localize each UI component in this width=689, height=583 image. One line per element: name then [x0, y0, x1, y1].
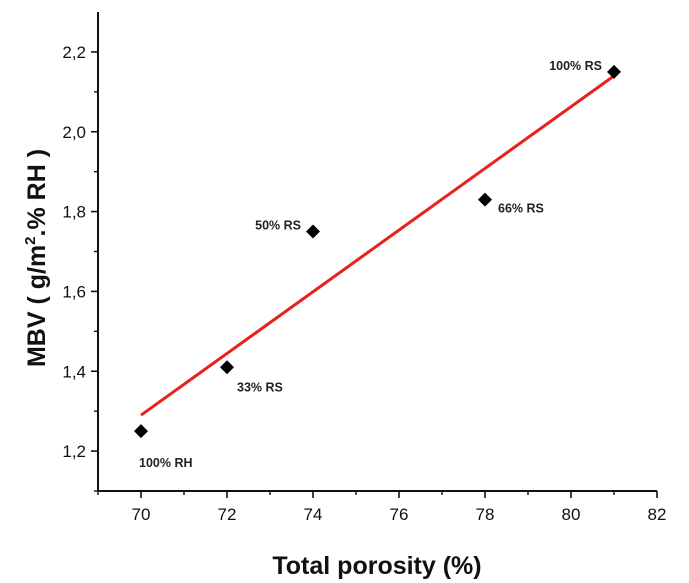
y-axis-title-rest: .% RH ): [23, 149, 51, 237]
points-group: [134, 64, 621, 439]
data-point-marker: [478, 192, 492, 207]
y-axis-title-superscript: 2: [22, 236, 39, 244]
fit-line-group: [140, 74, 615, 417]
data-point-marker: [220, 360, 234, 375]
data-point-marker: [134, 424, 148, 439]
x-tick-label: 74: [304, 505, 323, 524]
data-point-marker: [306, 224, 320, 239]
y-tick-label: 1,8: [62, 203, 86, 222]
x-axis-title: Total porosity (%): [272, 552, 481, 580]
data-point-label: 33% RS: [237, 380, 283, 394]
y-tick-label: 2,0: [62, 123, 86, 142]
data-point-label: 66% RS: [498, 202, 544, 216]
axes: [97, 12, 657, 492]
y-tick-label: 2,2: [62, 43, 86, 62]
fit-line: [140, 74, 615, 417]
y-axis-title-main: MBV ( g/m: [23, 245, 51, 367]
x-tick-label: 70: [132, 505, 151, 524]
y-axis-title: MBV ( g/m2.% RH ): [22, 149, 51, 367]
y-tick-label: 1,4: [62, 362, 86, 381]
data-point-label: 50% RS: [255, 219, 301, 233]
x-tick-label: 80: [562, 505, 581, 524]
y-tick-label: 1,6: [62, 282, 86, 301]
x-tick-label: 76: [390, 505, 409, 524]
data-point-label: 100% RH: [139, 456, 193, 470]
ticks: 70 72 74 76 78 80 82 1,2 1,4 1,6 1,8 2,0 2,2: [62, 43, 666, 524]
y-tick-label: 1,2: [62, 442, 86, 461]
x-tick-label: 72: [218, 505, 237, 524]
x-tick-label: 82: [648, 505, 667, 524]
data-point-label: 100% RS: [549, 59, 602, 73]
data-point-marker: [607, 64, 621, 79]
point-labels-group: 100% RH 33% RS 50% RS 66% RS 100% RS: [139, 59, 602, 470]
x-tick-label: 78: [476, 505, 495, 524]
